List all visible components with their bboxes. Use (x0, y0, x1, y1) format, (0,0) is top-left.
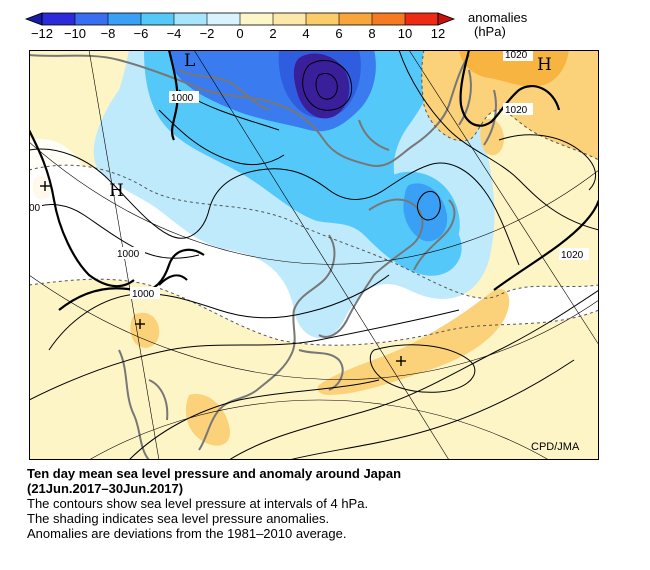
colorbar-segment (339, 13, 373, 25)
high-center-label: H (109, 181, 124, 201)
positive-anomaly-core-ne (459, 50, 569, 87)
colorbar-segment (240, 13, 274, 25)
colorbar-segment (42, 13, 76, 25)
pressure-anomaly-map: 1000 1000 1000 00 1020 1020 1020 L H H C… (29, 50, 599, 460)
colorbar-tick-label: −10 (64, 26, 86, 41)
colorbar-segment (141, 13, 175, 25)
thick-contours (29, 50, 599, 311)
contour-label: 1000 (171, 93, 194, 104)
colorbar-segment (273, 13, 307, 25)
caption-line-2: The shading indicates sea level pressure… (27, 511, 330, 526)
center-markers (40, 181, 406, 366)
contour-label: 00 (29, 203, 41, 214)
contour-label: 1000 (117, 249, 140, 260)
caption-line-3: Anomalies are deviations from the 1981–2… (27, 526, 347, 541)
colorbar-tick-label: 0 (236, 26, 243, 41)
legend-title: anomalies (468, 10, 528, 25)
colorbar-tick-label: 10 (398, 26, 412, 41)
high-center-label: H (537, 55, 552, 75)
anomaly-colorbar: −12 −10 −8 −6 −4 −2 0 2 4 6 8 10 12 anomalies (hPa) (24, 10, 528, 41)
colorbar-tick-label: −12 (31, 26, 53, 41)
zero-anomaly-contours (29, 50, 599, 346)
credit-label: CPD/JMA (531, 441, 580, 453)
colorbar-tick-label: 4 (302, 26, 309, 41)
positive-anomaly-spot-c (130, 312, 160, 348)
contour-label: 1000 (132, 289, 155, 300)
colorbar-segment (306, 13, 340, 25)
low-center-label: L (184, 51, 195, 71)
colorbar-left-arrow (24, 12, 43, 26)
colorbar-tick-label: 12 (431, 26, 445, 41)
colorbar-segment (207, 13, 241, 25)
contour-label: 1020 (505, 50, 528, 61)
colorbar-segment (108, 13, 142, 25)
colorbar-ticks: −12 −10 −8 −6 −4 −2 0 2 4 6 8 10 12 (31, 13, 445, 41)
positive-anomaly-spot-ne (480, 118, 504, 156)
map-frame (29, 50, 599, 460)
caption-period: (21Jun.2017–30Jun.2017) (27, 481, 184, 496)
colorbar-tick-label: 6 (335, 26, 342, 41)
negative-anomaly-zone-2 (144, 50, 462, 276)
negative-anomaly-core-japan (403, 183, 448, 242)
colorbar-tick-label: −8 (101, 26, 116, 41)
positive-anomaly-spot-s (185, 394, 230, 446)
colorbar-segments (42, 13, 439, 25)
colorbar-tick-label: 2 (269, 26, 276, 41)
colorbar-segment (405, 13, 439, 25)
negative-anomaly-core (293, 53, 350, 119)
caption-title: Ten day mean sea level pressure and anom… (27, 466, 402, 481)
caption-line-1: The contours show sea level pressure at … (27, 496, 369, 511)
legend-unit: (hPa) (474, 24, 506, 39)
contour-label: 1020 (561, 250, 584, 261)
colorbar-segment (372, 13, 406, 25)
contour-label: 1020 (505, 105, 528, 116)
positive-anomaly-zone-se (317, 289, 510, 395)
colorbar-tick-label: −2 (200, 26, 215, 41)
colorbar-tick-label: −4 (167, 26, 182, 41)
colorbar-segment (75, 13, 109, 25)
colorbar-tick-label: −6 (134, 26, 149, 41)
contour-labels: 1000 1000 1000 00 1020 1020 1020 (29, 50, 589, 300)
colorbar-right-arrow (437, 12, 456, 26)
colorbar-tick-label: 8 (368, 26, 375, 41)
neutral-anomaly-patch-w (29, 138, 87, 213)
colorbar-segment (174, 13, 208, 25)
